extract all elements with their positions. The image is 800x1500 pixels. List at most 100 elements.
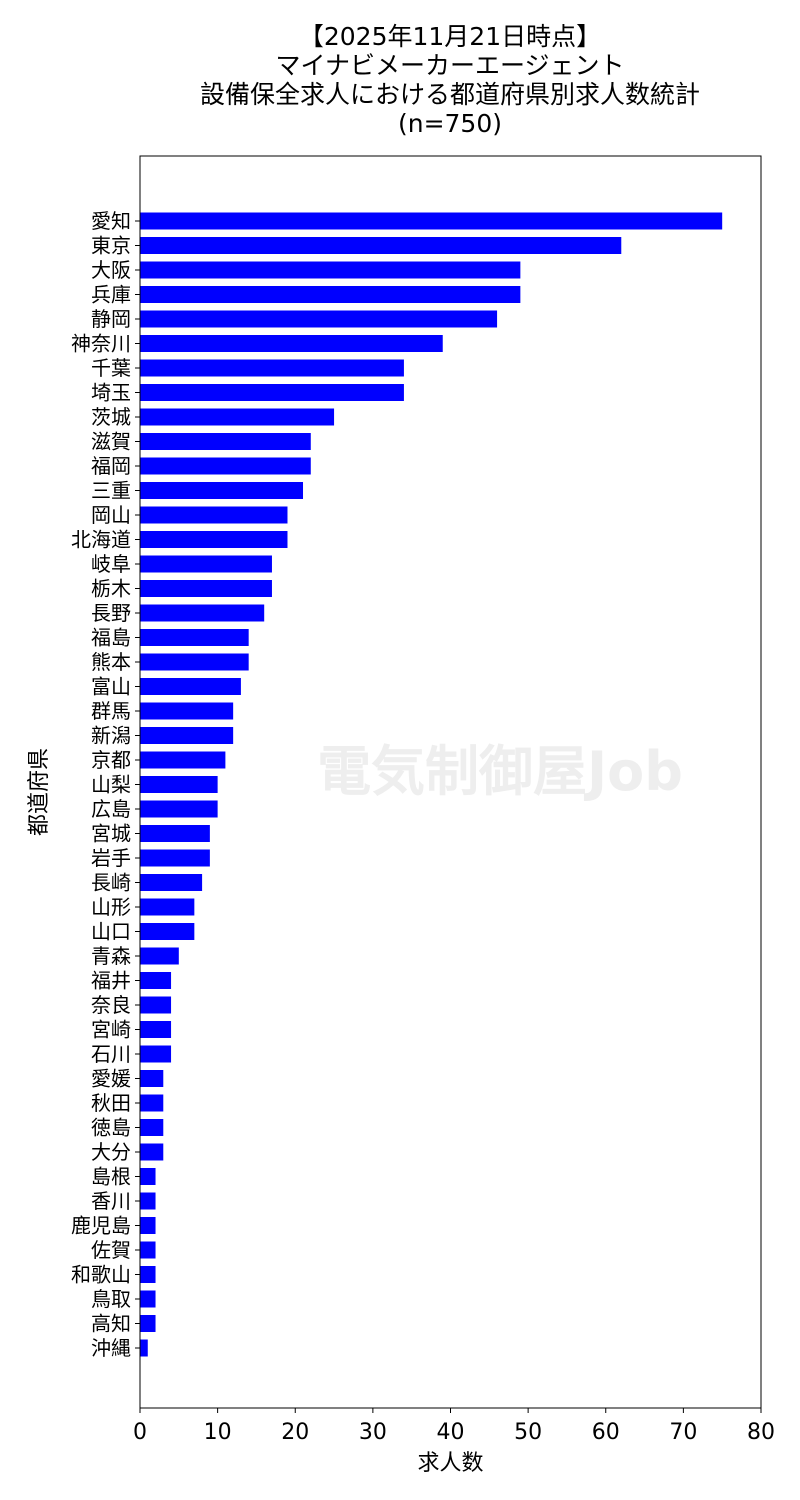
y-tick-label: 高知 <box>91 1312 131 1336</box>
bar <box>140 849 210 867</box>
y-tick-label: 愛知 <box>91 209 131 233</box>
y-tick-label: 埼玉 <box>91 381 131 405</box>
bar <box>140 1315 156 1332</box>
y-tick-label: 静岡 <box>91 307 131 331</box>
bar <box>140 531 288 548</box>
y-tick-label: 福岡 <box>91 454 131 478</box>
y-tick-label: 大分 <box>91 1140 131 1164</box>
bar <box>140 310 498 328</box>
bar <box>140 653 249 671</box>
bar <box>140 433 311 450</box>
bar <box>140 1045 172 1063</box>
watermark-logo: 電気制御屋Job <box>317 740 683 803</box>
x-tick-label: 60 <box>592 1420 620 1445</box>
bar <box>140 727 234 744</box>
bar <box>140 212 723 230</box>
x-tick-label: 50 <box>514 1420 542 1445</box>
y-tick-label: 福井 <box>91 969 131 993</box>
x-tick-label: 20 <box>281 1420 309 1445</box>
y-tick-label: 岡山 <box>91 503 131 527</box>
y-axis-label: 都道府県 <box>27 748 52 836</box>
y-tick-label: 東京 <box>91 234 131 258</box>
y-tick-label: 島根 <box>91 1165 131 1189</box>
bar <box>140 1290 156 1308</box>
bar <box>140 1070 164 1087</box>
y-tick-label: 沖縄 <box>91 1336 131 1360</box>
title-line-3: 設備保全求人における都道府県別求人数統計 <box>199 80 700 109</box>
y-tick-label: 岩手 <box>91 846 131 870</box>
y-tick-label: 山梨 <box>91 773 131 797</box>
x-tick-label: 70 <box>669 1420 697 1445</box>
y-tick-label: 三重 <box>91 479 131 503</box>
x-axis-label: 求人数 <box>417 1451 483 1476</box>
y-tick-label: 群馬 <box>91 699 131 723</box>
y-tick-label: 岐阜 <box>91 552 131 576</box>
bar <box>140 359 404 377</box>
y-tick-label: 香川 <box>91 1189 131 1213</box>
bar <box>140 776 218 793</box>
y-tick-label: 秋田 <box>91 1091 131 1115</box>
bar <box>140 604 265 622</box>
y-tick-label: 茨城 <box>91 405 131 429</box>
y-tick-label: 鹿児島 <box>71 1214 131 1238</box>
bar <box>140 384 404 401</box>
bar <box>140 1119 164 1136</box>
y-tick-label: 兵庫 <box>91 283 131 307</box>
y-tick-label: 徳島 <box>91 1116 131 1140</box>
y-tick-label: 奈良 <box>91 993 131 1017</box>
bar <box>140 800 218 818</box>
y-tick-label: 石川 <box>91 1042 131 1066</box>
y-tick-label: 宮崎 <box>91 1018 131 1042</box>
y-tick-label: 長崎 <box>91 871 131 895</box>
y-tick-label: 神奈川 <box>71 332 131 356</box>
bar <box>140 629 249 646</box>
x-tick-label: 80 <box>747 1420 775 1445</box>
y-tick-label: 新潟 <box>91 724 131 748</box>
bar <box>140 702 234 720</box>
y-tick-label: 和歌山 <box>71 1263 131 1287</box>
y-tick-label: 宮城 <box>91 822 131 846</box>
y-tick-label: 長野 <box>91 601 131 625</box>
y-tick-label: 滋賀 <box>91 430 131 454</box>
bar <box>140 1217 156 1234</box>
bar <box>140 555 272 573</box>
title-line-1: 【2025年11月21日時点】 <box>298 22 602 51</box>
y-tick-label: 福島 <box>91 626 131 650</box>
chart-title: 【2025年11月21日時点】 マイナビメーカーエージェント 設備保全求人におけ… <box>0 22 800 138</box>
bar <box>140 237 622 254</box>
bar <box>140 506 288 524</box>
bar <box>140 923 195 940</box>
bar <box>140 898 195 916</box>
bar <box>140 580 272 597</box>
title-line-2: マイナビメーカーエージェント <box>275 51 625 80</box>
bar <box>140 972 172 989</box>
bar <box>140 286 521 303</box>
bar <box>140 1339 148 1357</box>
y-tick-label: 佐賀 <box>91 1238 131 1262</box>
y-tick-label: 富山 <box>91 675 131 699</box>
bar <box>140 1192 156 1210</box>
x-tick-label: 30 <box>359 1420 387 1445</box>
y-tick-label: 千葉 <box>91 356 131 380</box>
bar <box>140 335 443 352</box>
bar <box>140 996 172 1014</box>
y-tick-label: 鳥取 <box>91 1287 131 1311</box>
bar <box>140 1168 156 1185</box>
bar <box>140 408 335 426</box>
y-tick-label: 京都 <box>91 748 131 772</box>
y-tick-label: 熊本 <box>91 650 131 674</box>
bar <box>140 261 521 279</box>
bar <box>140 1266 156 1283</box>
bar <box>140 947 179 965</box>
bar <box>140 1021 172 1038</box>
bar <box>140 1241 156 1259</box>
bar <box>140 1094 164 1112</box>
bar <box>140 678 241 695</box>
bar <box>140 1143 164 1161</box>
bar <box>140 751 226 769</box>
y-tick-label: 北海道 <box>71 528 131 552</box>
x-tick-label: 40 <box>437 1420 465 1445</box>
bar <box>140 482 304 499</box>
bar <box>140 825 210 842</box>
y-tick-label: 青森 <box>91 944 131 968</box>
